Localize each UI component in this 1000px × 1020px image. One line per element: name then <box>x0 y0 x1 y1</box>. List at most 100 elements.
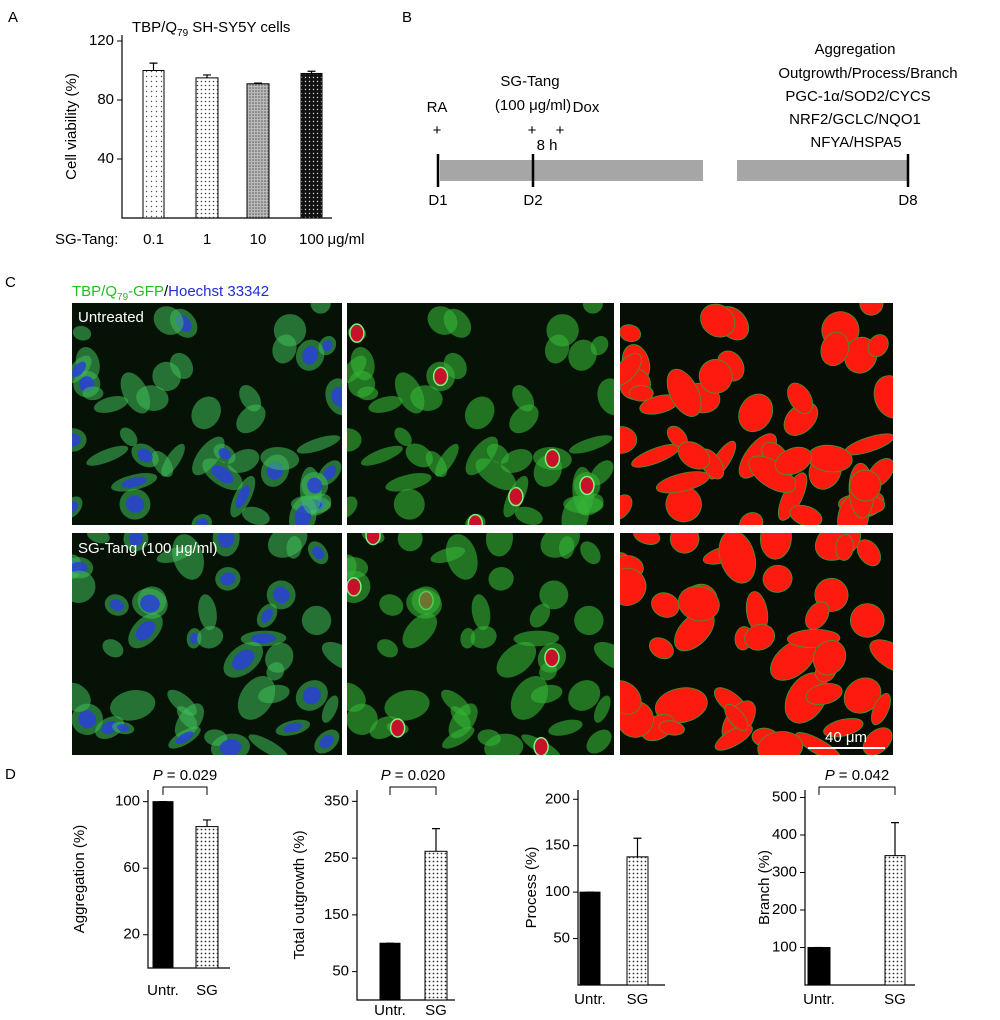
timeline-label: (100 μg/ml) <box>495 97 571 114</box>
nucleus <box>78 710 97 729</box>
readout: PGC-1α/SOD2/CYCS <box>785 88 930 105</box>
cell <box>397 533 423 552</box>
cell-mask <box>666 368 702 417</box>
timeline-bar <box>737 160 907 181</box>
cell <box>509 404 539 434</box>
cell-mask <box>774 446 813 476</box>
cell <box>394 372 425 414</box>
cell <box>239 385 262 412</box>
cell-mask <box>850 603 885 638</box>
axis <box>804 790 915 986</box>
x-tick-label: Untr. <box>147 982 179 999</box>
cell <box>265 642 294 673</box>
cell-mask <box>620 353 642 386</box>
inclusion <box>579 475 595 496</box>
cell <box>72 325 92 341</box>
panel-label: A <box>8 9 18 26</box>
cell <box>377 639 398 658</box>
cell <box>544 334 570 364</box>
cell <box>198 594 217 631</box>
inclusion <box>544 647 560 668</box>
cell <box>580 541 601 565</box>
x-tick-label: SG <box>627 991 649 1008</box>
nucleus <box>218 448 231 460</box>
cell <box>470 625 497 649</box>
nucleus <box>312 546 324 560</box>
cell <box>176 706 198 729</box>
cell-mask <box>849 469 882 502</box>
bar-chart: 50 150 250 350 Total outgrowth (%) Untr. SG P = … <box>291 767 455 1019</box>
y-tick-label: 350 <box>324 792 349 809</box>
cell-mask <box>620 426 638 454</box>
y-tick-label: 300 <box>772 863 797 880</box>
bar <box>152 801 174 969</box>
day-label: D2 <box>523 192 542 209</box>
inclusion <box>467 513 484 525</box>
cell-mask <box>823 717 864 738</box>
x-tick-label: 1 <box>203 231 211 248</box>
cell <box>258 684 290 704</box>
charts: 40 80 120 Cell viability (%) 0.1 1 10 100 SG-Tan… <box>55 19 915 1019</box>
error-bar <box>149 62 158 71</box>
nucleus <box>219 739 242 755</box>
cell-mask <box>655 471 710 494</box>
nucleus <box>218 533 235 549</box>
inclusion <box>544 448 561 469</box>
cell-mask <box>677 585 720 622</box>
cell <box>347 355 367 384</box>
cell <box>393 488 425 520</box>
micrograph <box>72 533 342 755</box>
y-tick-label: 120 <box>89 32 114 49</box>
x-tick-label: Untr. <box>574 991 606 1008</box>
significance-bracket <box>389 786 437 795</box>
error-bar <box>203 819 211 827</box>
micrograph <box>72 303 342 525</box>
nucleus <box>272 586 290 604</box>
significance-bracket <box>818 786 896 795</box>
y-axis-label: Cell viability (%) <box>63 73 80 180</box>
nucleus <box>322 340 333 352</box>
y-tick-label: 80 <box>97 91 114 108</box>
cell-mask <box>654 687 708 724</box>
nucleus <box>319 734 334 749</box>
cell <box>514 506 543 525</box>
micrograph <box>347 533 614 755</box>
cell <box>72 570 96 604</box>
bar-chart: 20 60 100 Aggregation (%) Untr. SG P = 0.029 <box>71 767 230 999</box>
x-tick-label: 100 <box>299 231 324 248</box>
cell-mask <box>620 324 642 343</box>
cell <box>120 427 138 447</box>
cell <box>110 690 156 721</box>
bar <box>424 850 448 1001</box>
cell <box>321 641 342 672</box>
y-tick-label: 250 <box>324 849 349 866</box>
bar <box>195 77 219 219</box>
nucleus <box>211 465 234 484</box>
bar <box>626 856 649 986</box>
cell <box>236 404 266 434</box>
cell-mask <box>628 385 654 402</box>
cell <box>530 684 563 704</box>
cell <box>597 378 614 416</box>
cell <box>260 446 300 471</box>
bar-chart: 100 200 300 400 500 Branch (%) Untr. SG P = 0.042 <box>756 767 915 1008</box>
y-tick-label: 100 <box>545 883 570 900</box>
cell-mask <box>757 731 804 755</box>
nucleus <box>129 533 143 547</box>
cell-mask <box>812 640 847 676</box>
y-tick-label: 500 <box>772 788 797 805</box>
p-text: = 0.042 <box>839 767 889 784</box>
stain-text: / <box>164 283 169 300</box>
x-tick-label: SG <box>884 991 906 1008</box>
nucleus <box>261 608 273 623</box>
nucleus <box>302 686 321 705</box>
cell <box>321 695 339 723</box>
y-tick-label: 50 <box>332 963 349 980</box>
cell-mask <box>795 732 842 755</box>
y-tick-label: 100 <box>772 938 797 955</box>
nucleus <box>250 633 277 644</box>
y-tick-label: 50 <box>553 930 570 947</box>
cell-mask <box>714 724 753 751</box>
cell <box>360 445 403 466</box>
panel-label: C <box>5 274 16 291</box>
